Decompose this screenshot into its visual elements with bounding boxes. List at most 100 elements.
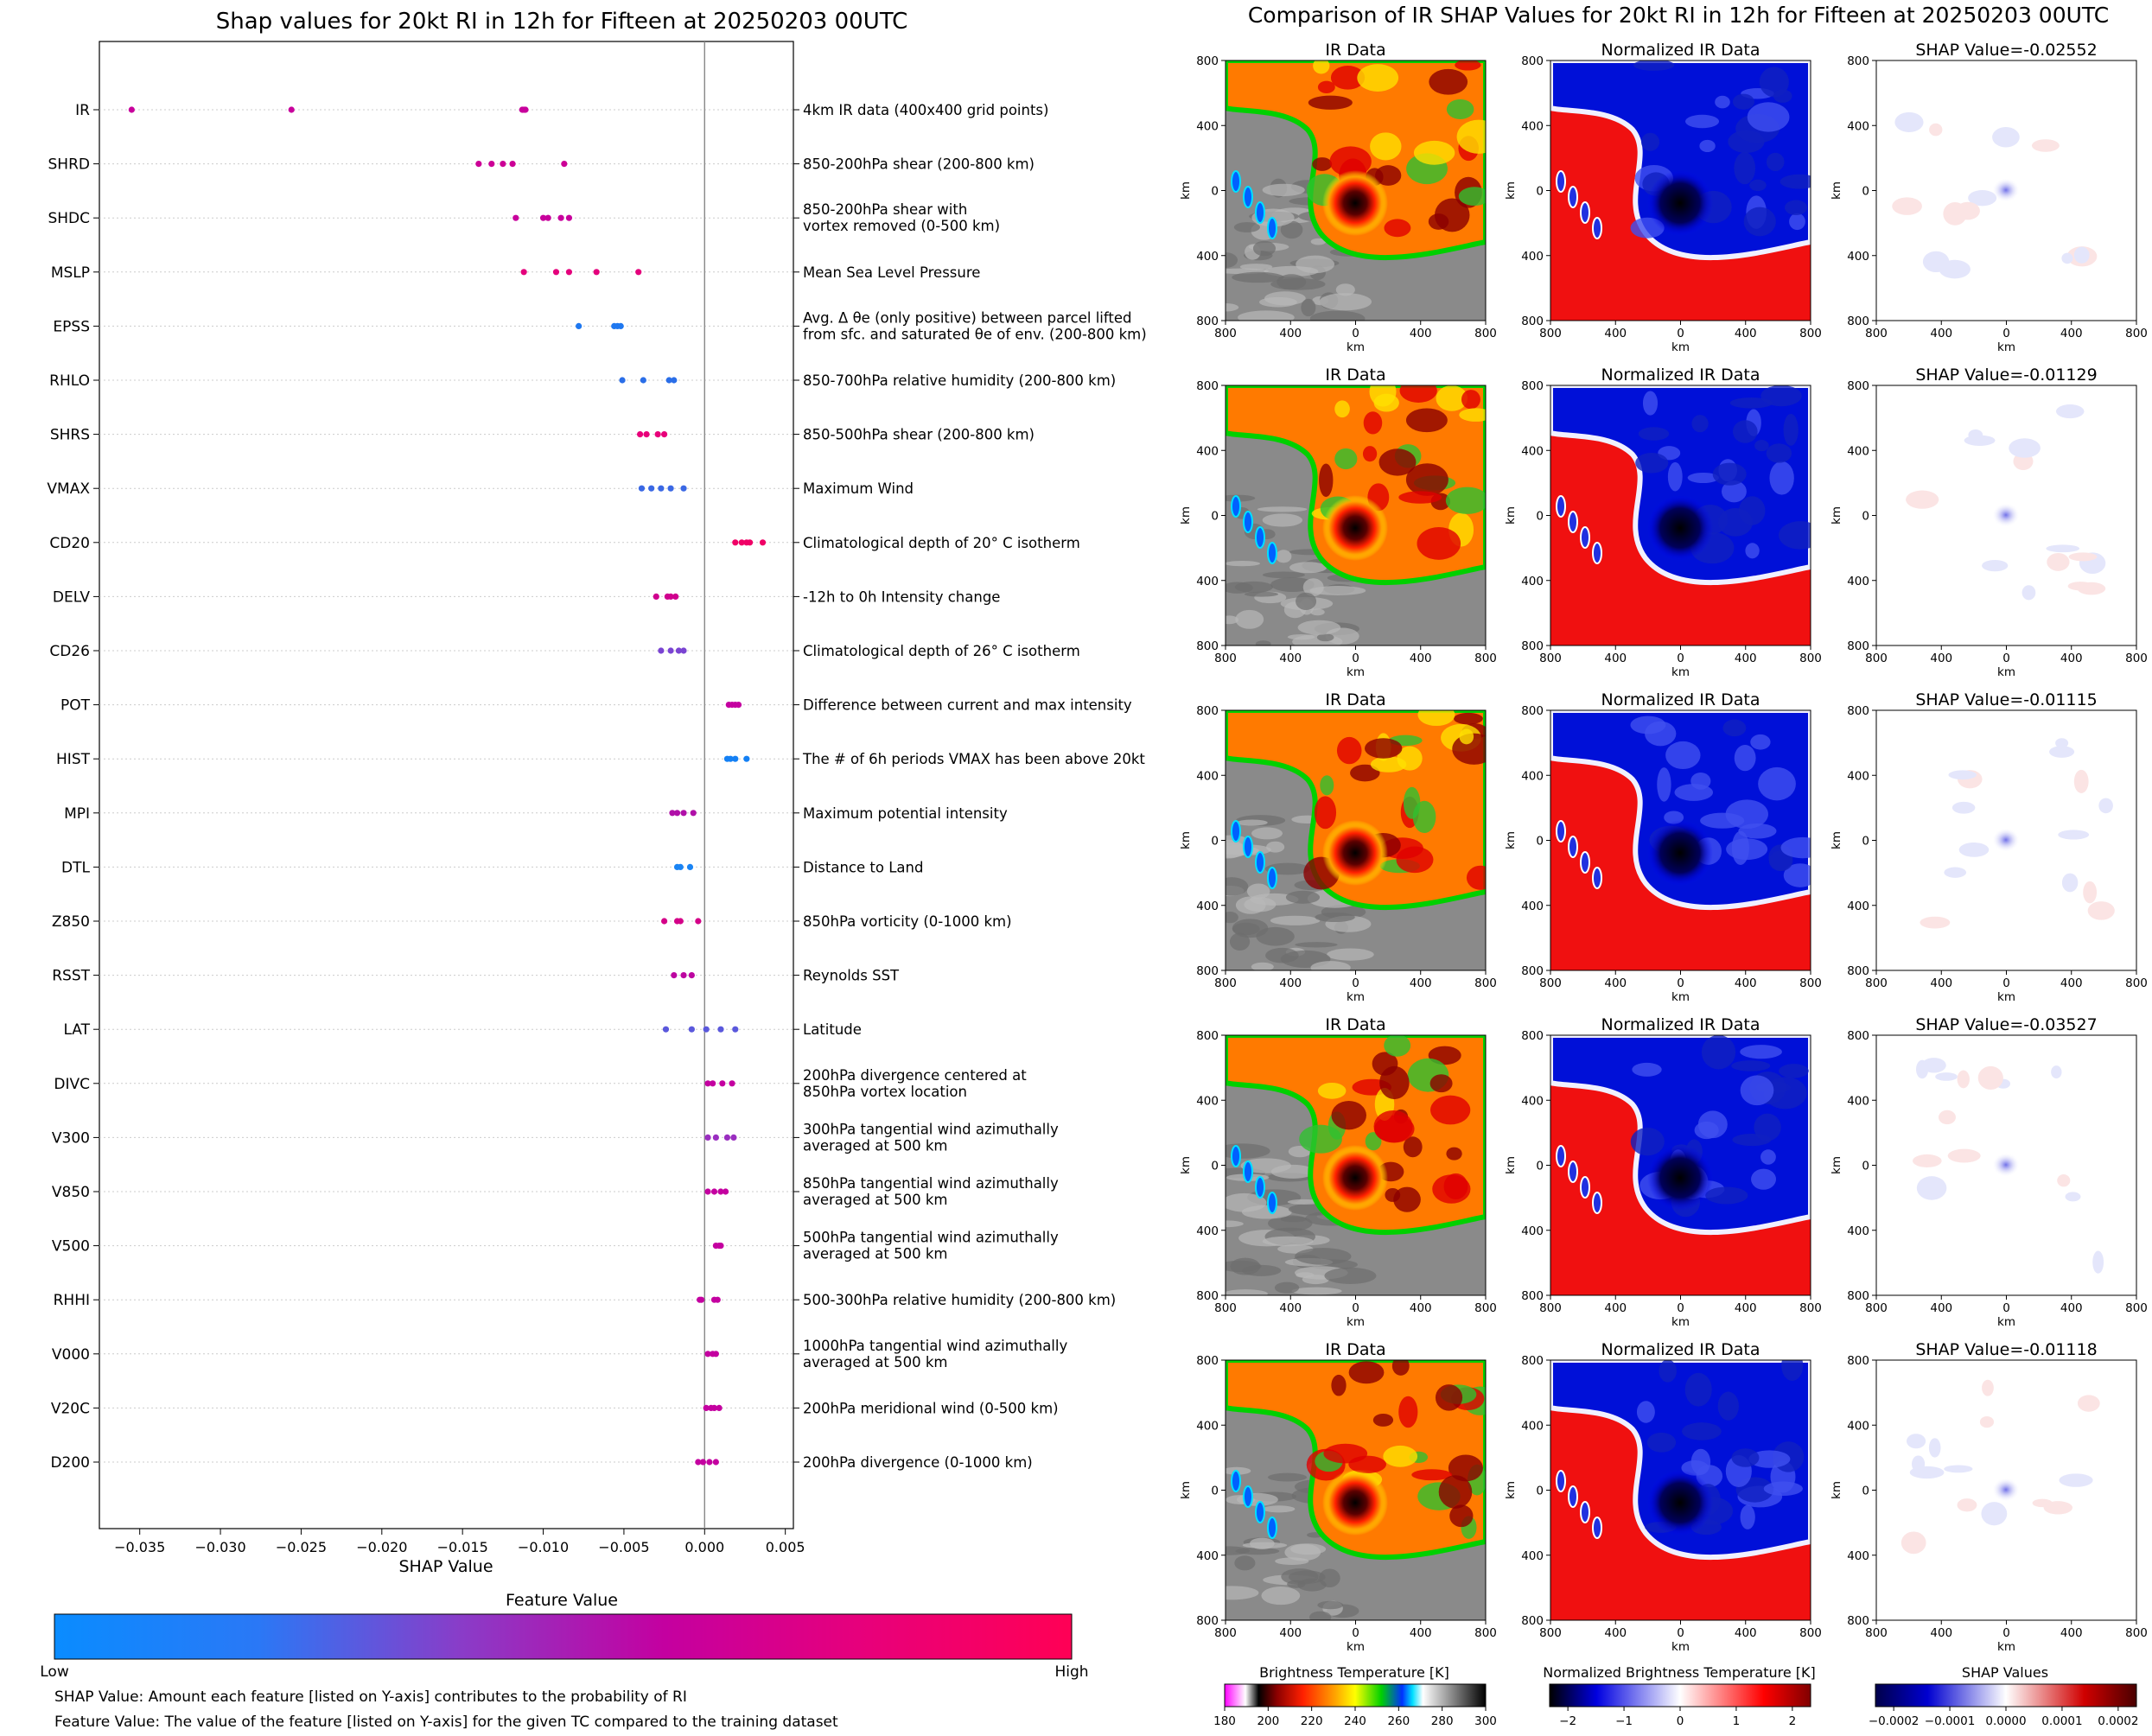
panel-x-tick-label: 400	[2060, 1301, 2083, 1315]
ir-image	[1226, 1035, 1486, 1295]
panel-x-tick-label: 800	[1865, 976, 1888, 990]
panel-y-tick-label: 400	[1196, 1224, 1219, 1238]
ir-cloud-streak	[1226, 561, 1261, 567]
ir-cloud-streak	[1287, 1199, 1321, 1205]
panel-y-tick-label: 800	[1847, 315, 1869, 328]
feature-desc-divc: 850hPa vortex location	[803, 1084, 967, 1100]
ir-cloud-streak	[1295, 942, 1338, 948]
convective-cell	[1299, 1124, 1342, 1154]
cloud-band	[1592, 542, 1602, 564]
convective-cell	[1700, 812, 1745, 829]
cloud-band	[1255, 201, 1265, 224]
convective-cell	[1743, 207, 1776, 237]
shap-speckle	[1920, 916, 1951, 929]
ir-cloud-streak	[1226, 911, 1238, 924]
cloud-band	[1231, 820, 1241, 843]
cloud-band	[1243, 1485, 1253, 1508]
shap-speckle	[1944, 1465, 1973, 1473]
shap-speckle	[2073, 769, 2089, 793]
feature-name-shrd: SHRD	[48, 156, 90, 174]
cloud-band	[1267, 867, 1277, 889]
convective-cell	[1766, 443, 1792, 463]
shap-point-vmax	[648, 485, 655, 492]
ir-cloud-streak	[1266, 841, 1285, 853]
convective-cell	[1766, 152, 1785, 172]
ir-cloud-streak	[1235, 896, 1266, 914]
panel-x-label: km	[1671, 340, 1690, 354]
feature-desc-vmax: Maximum Wind	[803, 480, 914, 497]
panel-y-tick-label: 800	[1521, 379, 1544, 393]
x-tick-label: −0.020	[356, 1539, 407, 1555]
shap-point-v500	[717, 1243, 724, 1250]
ir-cloud-streak	[1252, 240, 1277, 257]
shap-point-mpi	[669, 810, 676, 817]
feature-desc-divc: 200hPa divergence centered at	[803, 1067, 1027, 1084]
cloud-band	[1243, 186, 1253, 208]
cloud-band	[1243, 1161, 1253, 1183]
convective-cell	[1466, 865, 1486, 890]
shap-point-rsst	[688, 972, 695, 979]
storm-core	[1647, 1470, 1713, 1536]
convective-cell	[1705, 1186, 1748, 1205]
panel-y-tick-label: 800	[1196, 704, 1219, 718]
panel-x-tick-label: 400	[1279, 1626, 1302, 1640]
convective-cell	[1734, 151, 1756, 185]
feature-desc-shdc: 850-200hPa shear with	[803, 201, 967, 218]
panel-y-label: km	[1830, 1481, 1843, 1499]
convective-cell	[1398, 491, 1442, 504]
convective-cell	[1642, 391, 1659, 416]
shap-point-v300	[712, 1134, 719, 1141]
shap-speckle	[2049, 746, 2075, 758]
shap-point-epss	[617, 322, 624, 329]
feature-name-mslp: MSLP	[51, 264, 90, 282]
panel-x-tick-label: 400	[1735, 1301, 1757, 1315]
feature-name-v850: V850	[52, 1184, 90, 1201]
convective-cell	[1364, 738, 1403, 759]
panel-x-tick-label: 800	[1214, 1301, 1237, 1315]
comparison-row: IR Data Normalized IR Data SHAP Value=-0.0…	[1179, 1015, 2148, 1329]
shap-point-rhlo	[671, 377, 678, 384]
colorbar-brightness: Brightness Temperature [K] 180 200 220 240 2…	[1213, 1664, 1497, 1728]
convective-cell	[1430, 1095, 1471, 1125]
shap-map-image	[1876, 60, 2136, 321]
shap-speckle	[1894, 111, 1924, 132]
shap-point-shrd	[488, 161, 495, 168]
shap-speckle	[1992, 127, 2020, 148]
shap-points	[128, 106, 767, 1466]
convective-cell	[1729, 397, 1773, 409]
shap-speckle	[2046, 544, 2080, 553]
shap-speckle	[2061, 873, 2079, 893]
colorbar-low-label: Low	[40, 1663, 69, 1681]
panel-x-tick-label: 400	[1410, 976, 1432, 990]
shap-point-v20c	[716, 1404, 723, 1411]
convective-cell	[1383, 1445, 1418, 1467]
panel-y-tick-label: 800	[1521, 1354, 1544, 1368]
cloud-band	[1556, 495, 1566, 518]
panel-x-tick-label: 800	[2125, 652, 2148, 665]
cloud-band	[1592, 867, 1602, 889]
ir-cloud-streak	[1262, 1236, 1314, 1247]
panel-x-label: km	[1671, 1315, 1690, 1329]
shap-point-rsst	[680, 972, 687, 979]
colorbar-tick-label: 260	[1387, 1714, 1410, 1728]
cloud-band	[1556, 170, 1566, 193]
shap-value-title: SHAP Value=-0.03527	[1915, 1015, 2097, 1034]
panel-y-tick-label: 400	[1847, 444, 1869, 458]
comparison-row: IR Data Normalized IR Data SHAP Value=-0.0…	[1179, 41, 2148, 354]
ir-cloud-streak	[1261, 1587, 1301, 1606]
panel-x-tick-label: 400	[2060, 976, 2083, 990]
panel-x-tick-label: 0	[1677, 652, 1684, 665]
shap-point-d200	[699, 1459, 707, 1466]
shap-speckle	[1964, 435, 1996, 446]
panel-y-label: km	[1179, 181, 1193, 200]
feature-desc-dtl: Distance to Land	[803, 859, 923, 875]
panel-x-tick-label: 800	[1539, 1626, 1562, 1640]
ir-cloud-streak	[1319, 293, 1372, 311]
shap-point-delv	[667, 593, 674, 601]
panel-y-tick-label: 400	[1847, 250, 1869, 264]
feature-rows: IR 4km IR data (400x400 grid points) SHRD 8…	[47, 102, 1146, 1472]
panel-y-label: km	[1504, 1156, 1518, 1174]
panel-y-tick-label: 400	[1521, 1224, 1544, 1238]
cloud-band	[1568, 186, 1578, 208]
convective-cell	[1636, 1401, 1655, 1423]
